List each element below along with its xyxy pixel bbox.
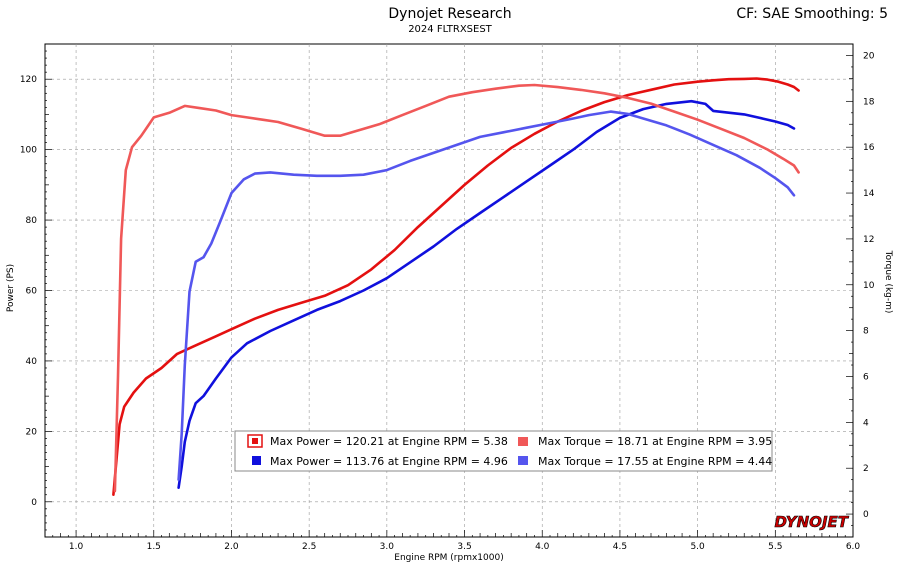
y2-axis-ticks: 0 2 4 6 8 10 12 14 16 18 20: [846, 43, 875, 538]
y-tick-label: 120: [20, 75, 37, 85]
dynojet-logo: DYNOJET: [774, 513, 849, 531]
legend-blue-power: Max Power = 113.76 at Engine RPM = 4.96: [270, 455, 508, 468]
legend-blue-torque: Max Torque = 17.55 at Engine RPM = 4.44: [538, 455, 772, 468]
y2-tick-label: 20: [863, 51, 875, 61]
chart-subtitle: 2024 FLTRXSEST: [408, 24, 492, 35]
y-tick-label: 0: [31, 498, 37, 508]
x-tick-label: 5.0: [690, 542, 705, 552]
legend-red-torque: Max Torque = 18.71 at Engine RPM = 3.95: [538, 435, 772, 448]
red-power-line: [112, 77, 800, 497]
y-axis-ticks: 0 20 40 60 80 100 120: [20, 43, 52, 538]
y-axis-label: Power (PS): [6, 264, 16, 312]
y2-tick-label: 2: [863, 464, 869, 474]
x-tick-label: 2.0: [224, 542, 239, 552]
y2-tick-label: 10: [863, 281, 875, 291]
y2-tick-label: 0: [863, 510, 869, 520]
legend-swatch-red-power-fill: [252, 438, 258, 444]
blue-torque-line: [177, 110, 796, 482]
y-tick-label: 100: [20, 146, 37, 156]
legend-swatch-blue-torque: [518, 456, 528, 465]
x-tick-label: 4.5: [613, 542, 627, 552]
y2-tick-label: 18: [863, 97, 875, 107]
y-tick-label: 80: [26, 216, 38, 226]
x-tick-label: 5.5: [768, 542, 782, 552]
legend: Max Power = 120.21 at Engine RPM = 5.38 …: [234, 430, 773, 472]
chart-title: Dynojet Research: [388, 6, 512, 22]
correction-factor-label: CF: SAE Smoothing: 5: [736, 6, 888, 22]
x-tick-label: 4.0: [535, 542, 550, 552]
x-axis-label: Engine RPM (rpmx1000): [394, 553, 503, 563]
x-tick-label: 2.5: [302, 542, 316, 552]
x-tick-label: 6.0: [846, 542, 861, 552]
y2-tick-label: 16: [863, 143, 875, 153]
series-lines: [112, 77, 800, 497]
y2-axis-label: Torque (kg-m): [883, 250, 893, 314]
y2-tick-label: 4: [863, 418, 869, 428]
blue-power-line: [177, 99, 796, 490]
legend-red-power: Max Power = 120.21 at Engine RPM = 5.38: [270, 435, 508, 448]
y-tick-label: 20: [26, 427, 38, 437]
y-tick-label: 60: [26, 287, 38, 297]
y2-tick-label: 12: [863, 235, 874, 245]
x-tick-label: 1.0: [69, 542, 84, 552]
x-tick-label: 3.0: [380, 542, 395, 552]
legend-box: [234, 430, 773, 472]
y2-tick-label: 14: [863, 189, 875, 199]
red-torque-line: [113, 83, 800, 493]
x-tick-label: 3.5: [457, 542, 471, 552]
y2-tick-label: 6: [863, 372, 869, 382]
x-tick-label: 1.5: [147, 542, 161, 552]
legend-swatch-red-torque: [518, 437, 528, 446]
y-tick-label: 40: [26, 357, 38, 367]
y2-tick-label: 8: [863, 327, 869, 337]
x-axis-ticks: 1.0 1.5 2.0 2.5 3.0 3.5 4.0 4.5 5.0 5.5 6.0: [44, 530, 861, 552]
legend-swatch-blue-power: [252, 456, 261, 465]
